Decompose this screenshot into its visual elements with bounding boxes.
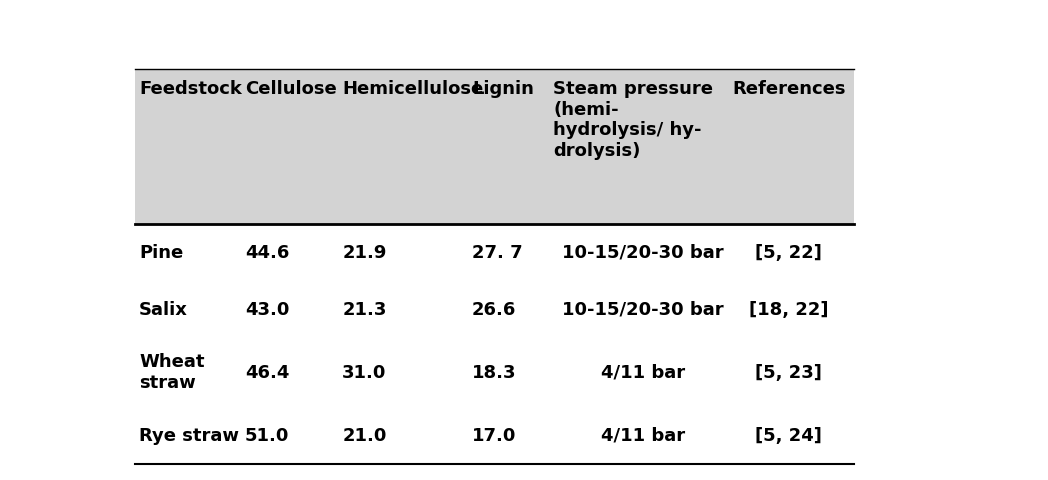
Bar [135, 281, 854, 338]
Text: 27. 7: 27. 7 [472, 243, 523, 262]
Text: Lignin: Lignin [472, 80, 534, 98]
Text: 51.0: 51.0 [245, 427, 289, 444]
Text: 21.0: 21.0 [342, 427, 387, 444]
Bar [135, 224, 854, 281]
Bar [135, 407, 854, 464]
Text: 10-15/20-30 bar: 10-15/20-30 bar [562, 301, 723, 319]
Text: Steam pressure
(hemi-
hydrolysis/ hy-
drolysis): Steam pressure (hemi- hydrolysis/ hy- dr… [553, 80, 714, 160]
Text: References: References [732, 80, 846, 98]
Text: 4/11 bar: 4/11 bar [601, 364, 684, 382]
Text: 17.0: 17.0 [472, 427, 517, 444]
Bar [135, 338, 854, 407]
Text: Feedstock: Feedstock [139, 80, 242, 98]
Text: 21.3: 21.3 [342, 301, 387, 319]
Text: 10-15/20-30 bar: 10-15/20-30 bar [562, 243, 723, 262]
Text: 26.6: 26.6 [472, 301, 517, 319]
Text: [5, 23]: [5, 23] [756, 364, 823, 382]
Text: [18, 22]: [18, 22] [749, 301, 829, 319]
Text: 43.0: 43.0 [245, 301, 289, 319]
Text: [5, 24]: [5, 24] [756, 427, 823, 444]
Text: 31.0: 31.0 [342, 364, 387, 382]
Text: Salix: Salix [139, 301, 188, 319]
Text: 4/11 bar: 4/11 bar [601, 427, 684, 444]
Bar [135, 69, 854, 224]
Text: 18.3: 18.3 [472, 364, 517, 382]
Text: 44.6: 44.6 [245, 243, 289, 262]
Text: Wheat
straw: Wheat straw [139, 353, 204, 392]
Text: Rye straw: Rye straw [139, 427, 239, 444]
Text: [5, 22]: [5, 22] [756, 243, 823, 262]
Text: 21.9: 21.9 [342, 243, 387, 262]
Text: Pine: Pine [139, 243, 183, 262]
Text: Cellulose: Cellulose [245, 80, 336, 98]
Text: 46.4: 46.4 [245, 364, 289, 382]
Text: Hemicellulose: Hemicellulose [342, 80, 483, 98]
